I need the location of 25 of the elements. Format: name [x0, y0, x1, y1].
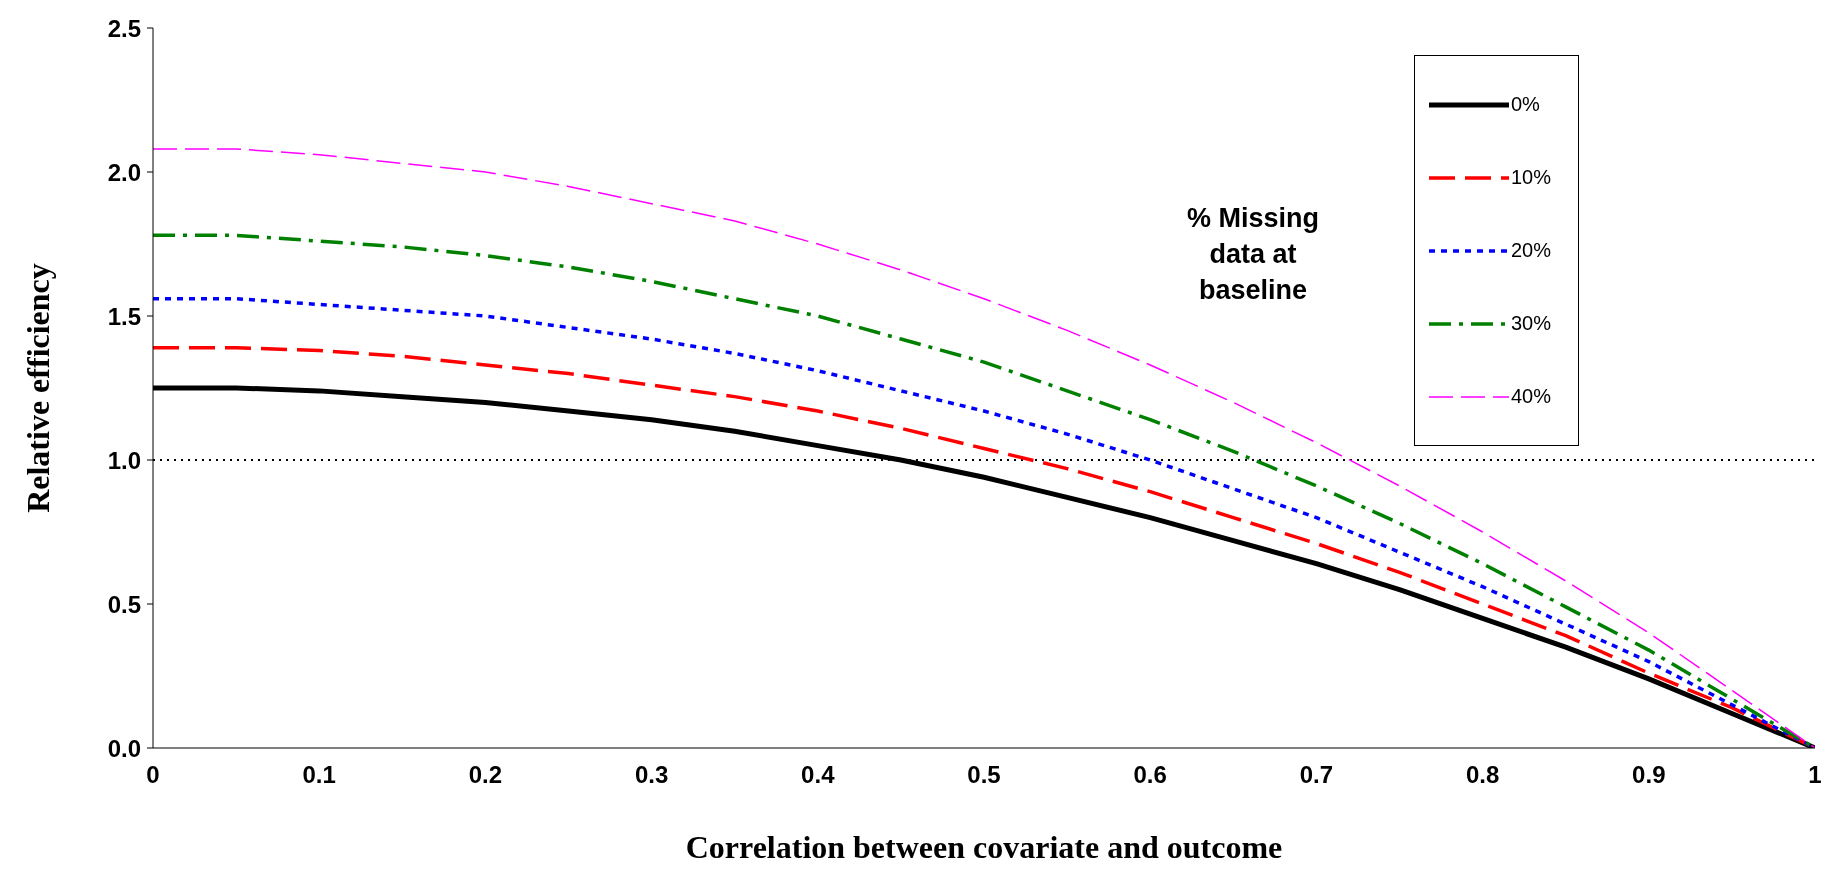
- x-tick-label: 0.2: [468, 761, 503, 789]
- x-tick-label: 1: [1808, 761, 1822, 789]
- x-tick-label: 0.7: [1299, 761, 1334, 789]
- x-tick-label: 0: [146, 761, 160, 789]
- y-tick-label: 1.5: [107, 302, 141, 330]
- y-tick-label: 2.0: [107, 158, 141, 186]
- legend-label: 10%: [1511, 166, 1552, 189]
- x-tick-label: 0.6: [1133, 761, 1167, 789]
- legend-title: % Missing data at baseline: [1186, 202, 1320, 307]
- y-tick-label: 0.5: [107, 590, 141, 618]
- legend-label: 40%: [1511, 385, 1552, 408]
- y-tick-label: 1.0: [107, 446, 141, 474]
- x-axis-title: Correlation between covariate and outcome: [685, 829, 1283, 865]
- x-tick-label: 0.9: [1632, 761, 1666, 789]
- y-axis-title: Relative efficiency: [20, 263, 57, 513]
- x-tick-label: 0.8: [1465, 761, 1500, 789]
- legend-label: 0%: [1511, 93, 1540, 116]
- y-tick-label: 0.0: [107, 734, 141, 762]
- x-tick-label: 0.1: [302, 761, 336, 789]
- legend-label: 30%: [1511, 312, 1552, 335]
- x-tick-label: 0.5: [967, 761, 1001, 789]
- x-tick-label: 0.3: [634, 761, 669, 789]
- y-tick-label: 2.5: [107, 14, 141, 42]
- legend-label: 20%: [1511, 239, 1552, 262]
- x-tick-label: 0.4: [801, 761, 836, 789]
